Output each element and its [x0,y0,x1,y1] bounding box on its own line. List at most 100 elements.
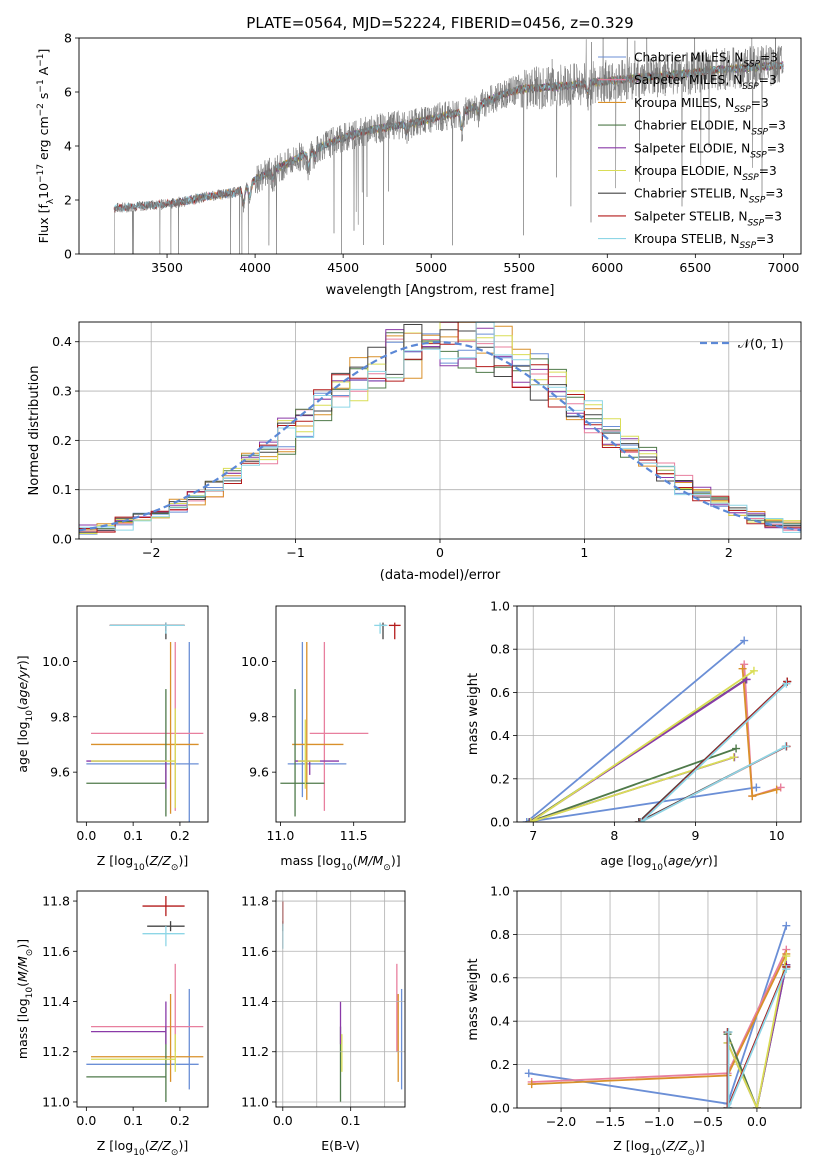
label-part: ( [661,1138,666,1153]
label-part: ( [145,853,150,868]
legend-label: Kroupa MILES, NSSP=3 [634,96,769,115]
weight-marker [724,1104,733,1108]
label-part: ( [353,853,358,868]
label-part: ⊙ [687,1148,695,1158]
y-tick-label: 0.6 [490,970,510,985]
x-tick-label: 0.0 [747,1114,767,1129]
x-tick-label: −2 [142,545,160,560]
legend-label: Chabrier STELIB, NSSP=3 [634,187,783,206]
y-tick-label: 2 [64,193,72,208]
y-tick-label: 0.1 [52,482,72,497]
axes-frame [76,890,209,1108]
weight-marker [781,742,790,751]
x-tick-label: −1.0 [644,1114,674,1129]
axes-frame [78,321,802,540]
label-part: 10 [652,863,664,873]
histogram-axes: −2 −1 0 1 2 0.0 0.1 0.2 0.3 0.4 [52,321,802,560]
x-tick-label: 0.2 [170,828,190,843]
y-tick-label: 0.4 [490,728,510,743]
plot-area [280,622,401,817]
weight-marker [740,660,749,669]
legend-sub: SSP [742,173,759,183]
x-tick-label: 5000 [415,260,447,275]
plot-area [86,896,204,1102]
label-part: )] [695,1138,705,1153]
weight-marker [782,921,791,930]
mass-age-axes: 11.0 11.5 9.6 9.8 10.0 [241,605,406,843]
y-axis-label: age [log10(age/yr)] [15,655,35,772]
y-tick-label: 9.8 [249,709,269,724]
legend-label: 𝒩(0, 1) [738,336,784,351]
label-part: Z [log [97,853,133,868]
y-tick-label: 0.0 [490,815,510,830]
legend-tail: =3 [751,96,769,110]
x-axis-label: Z [log10(Z/Z⊙)] [97,1138,188,1158]
x-tick-label: 0.2 [170,1113,190,1128]
y-tick-label: 9.6 [249,765,269,780]
label-part: Flux [f [36,204,51,244]
weight-marker [636,818,645,822]
legend-text: Chabrier ELODIE, N [634,119,751,133]
weight-line [727,968,788,1108]
y-tick-label: 0.8 [490,927,510,942]
weight-marker [526,818,535,822]
x-axis-label: wavelength [Angstrom, rest frame] [326,283,555,298]
legend-sub: SSP [751,128,768,138]
plot-area [524,921,791,1108]
legend-label: Chabrier ELODIE, NSSP=3 [634,119,786,138]
y-tick-label: 9.8 [50,709,70,724]
legend-label: Chabrier MILES, NSSP=3 [634,51,778,70]
legend-tail: =3 [767,141,785,155]
weight-marker [634,818,643,822]
y-tick-label: 6 [64,85,72,100]
legend-tail: =3 [759,73,777,87]
z-mass-axes: 0.0 0.1 0.2 11.0 11.2 11.4 11.6 11.8 [42,890,209,1128]
x-tick-label: 4000 [239,260,271,275]
x-tick-label: 9 [692,828,700,843]
spectrum-axes: 3500 4000 4500 5000 5500 6000 6500 7000 0 2 4 6 8 [64,31,802,275]
legend-label: Kroupa STELIB, NSSP=3 [634,232,774,251]
weight-line [741,668,777,798]
y-tick-label: 11.4 [241,994,269,1009]
y-tick-label: 8 [64,31,72,46]
label-part: M/M [15,956,30,982]
label-part: Z [log [97,1138,133,1153]
y-axis-label: mass weight [466,958,481,1040]
y-tick-label: 0.0 [52,532,72,547]
y-axis-label: Flux [fλ10−17 erg cm−2 s−1 A−1] [36,49,56,244]
legend-text: Kroupa STELIB, N [634,232,740,246]
legend-text: Kroupa ELODIE, N [634,164,742,178]
weight-marker [723,1104,732,1108]
x-axis-label: mass [log10(M/M⊙)] [280,853,400,873]
weight-marker [732,744,741,753]
y-tick-label: 11.4 [42,994,70,1009]
label-part: ⊙ [171,863,179,873]
label-part: erg cm [36,116,51,164]
label-part: ⊙ [383,863,391,873]
axes-frame [275,890,406,1108]
x-tick-label: 3500 [151,260,183,275]
label-part: 10 [25,987,35,999]
x-tick-label: 0.0 [76,828,96,843]
legend-text: Salpeter STELIB, N [634,209,747,223]
legend-sub: SSP [750,150,767,160]
legend-text: Salpeter MILES, N [634,73,742,87]
weight-marker [729,753,738,762]
weight-marker [527,1080,536,1089]
chart-title: PLATE=0564, MJD=52224, FIBERID=0456, z=0… [246,14,633,32]
x-axis-label: E(B-V) [321,1138,360,1153]
y-axis-label: mass weight [466,673,481,755]
weight-line [530,670,755,822]
y-tick-label: 0.2 [490,1057,510,1072]
y-axis-label: Normed distribution [27,366,42,496]
label-part: Z/Z [149,853,172,868]
x-tick-label: 0.1 [123,1113,143,1128]
weight-marker [749,666,758,675]
label-part: 10 [25,710,35,722]
label-part: 10 [341,863,353,873]
legend-sub: SSP [742,82,759,92]
label-part: λ [46,198,56,204]
label-part: A [36,66,51,79]
legend-text: Chabrier MILES, N [634,51,743,65]
legend-sub: SSP [747,218,764,228]
